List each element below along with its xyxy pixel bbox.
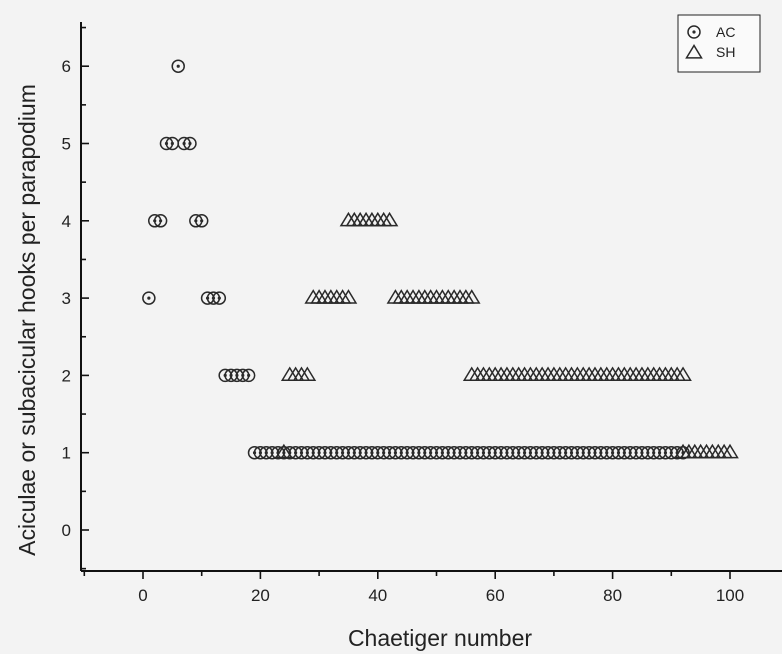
sh-point (339, 289, 358, 304)
ac-point (153, 214, 168, 228)
legend-box (677, 14, 761, 73)
ac-marker-ring (142, 291, 156, 305)
ac-point (241, 368, 256, 383)
y-tick-label: 4 (62, 212, 71, 231)
ac-marker-dot (170, 141, 174, 146)
x-tick-label: 80 (603, 586, 622, 605)
ac-marker-dot (147, 296, 151, 300)
x-tick-label: 60 (486, 586, 505, 605)
x-tick-label: 0 (138, 586, 147, 605)
sh-point (721, 443, 739, 459)
ac-point (142, 291, 156, 305)
y-tick-label: 5 (62, 135, 71, 154)
x-ticks: 0 20 40 60 80 100 (83, 571, 744, 605)
ac-marker-ring (676, 445, 690, 460)
ac-point (183, 136, 197, 151)
series-ac (142, 59, 690, 460)
data-markers (142, 59, 739, 460)
ac-marker-dot (692, 30, 696, 34)
y-tick-label: 3 (62, 289, 71, 308)
ac-marker-dot (176, 64, 180, 68)
x-tick-label: 20 (251, 586, 270, 605)
ac-marker-ring (241, 368, 256, 383)
y-tick-label: 2 (62, 366, 71, 385)
series-sh (275, 211, 739, 459)
ac-marker-dot (159, 219, 163, 223)
ac-marker-dot (200, 219, 204, 223)
sh-point (674, 366, 692, 382)
x-tick-label: 100 (716, 586, 744, 605)
legend: AC SH (677, 14, 761, 73)
sh-point (298, 366, 317, 382)
axes (80, 22, 782, 572)
ac-point (165, 136, 180, 151)
y-ticks: 0 1 2 3 4 5 6 (62, 26, 89, 570)
ac-marker-ring (153, 214, 168, 228)
ac-marker-dot (188, 141, 192, 146)
ac-point (687, 25, 701, 39)
legend-label: AC (716, 24, 735, 40)
sh-point (685, 44, 703, 59)
ac-marker-ring (194, 214, 209, 228)
sh-point (462, 289, 481, 304)
ac-marker-dot (247, 373, 251, 377)
legend-label: SH (716, 44, 735, 60)
ac-marker-ring (687, 25, 701, 39)
ac-marker-ring (183, 136, 197, 151)
y-tick-label: 0 (62, 521, 71, 540)
y-tick-label: 1 (62, 444, 71, 463)
y-tick-label: 6 (62, 57, 71, 76)
ac-point (171, 59, 185, 73)
ac-marker-ring (171, 59, 185, 73)
ac-marker-dot (217, 296, 221, 300)
x-tick-label: 40 (368, 586, 387, 605)
x-axis-title: Chaetiger number (348, 625, 532, 651)
ac-marker-ring (212, 291, 227, 305)
sh-point (380, 211, 399, 227)
ac-point (194, 214, 209, 228)
y-axis-title: Aciculae or subacicular hooks per parapo… (14, 84, 40, 556)
ac-point (212, 291, 227, 305)
sh-point (275, 443, 293, 459)
